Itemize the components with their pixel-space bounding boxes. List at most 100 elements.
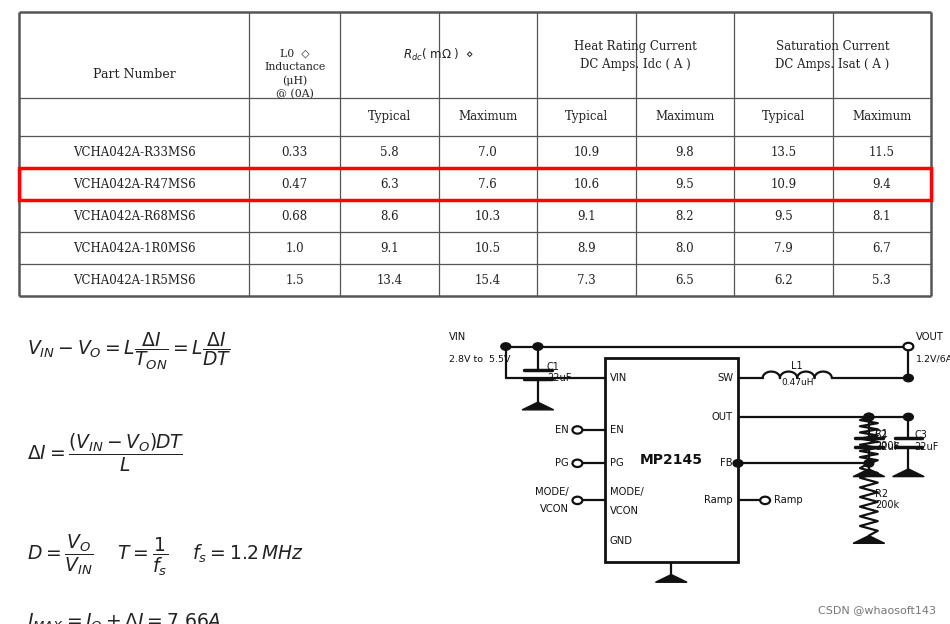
Text: VOUT: VOUT bbox=[916, 332, 943, 342]
Text: C1
22uF: C1 22uF bbox=[547, 362, 571, 383]
Text: 13.5: 13.5 bbox=[770, 145, 796, 158]
Text: C2
22uF: C2 22uF bbox=[875, 431, 899, 452]
Text: Typical: Typical bbox=[564, 110, 608, 124]
Text: EN: EN bbox=[610, 425, 623, 435]
Text: Maximum: Maximum bbox=[458, 110, 518, 124]
Text: 10.5: 10.5 bbox=[475, 241, 501, 255]
Text: 1.0: 1.0 bbox=[285, 241, 304, 255]
Text: 0.47: 0.47 bbox=[281, 178, 308, 190]
Text: 1.2V/6A: 1.2V/6A bbox=[916, 354, 950, 364]
Text: Typical: Typical bbox=[368, 110, 411, 124]
Text: 8.1: 8.1 bbox=[872, 210, 891, 223]
Circle shape bbox=[903, 343, 913, 350]
Text: 0.68: 0.68 bbox=[281, 210, 308, 223]
Text: PG: PG bbox=[555, 458, 568, 469]
Text: 10.9: 10.9 bbox=[573, 145, 599, 158]
Text: MP2145: MP2145 bbox=[639, 452, 703, 467]
Text: 10.3: 10.3 bbox=[475, 210, 501, 223]
Text: OUT: OUT bbox=[712, 412, 733, 422]
Text: 9.5: 9.5 bbox=[774, 210, 792, 223]
Text: L1: L1 bbox=[791, 361, 803, 371]
Text: 6.2: 6.2 bbox=[774, 274, 792, 287]
Text: 6.5: 6.5 bbox=[675, 274, 694, 287]
Text: 9.1: 9.1 bbox=[577, 210, 596, 223]
Circle shape bbox=[573, 497, 582, 504]
Text: Ramp: Ramp bbox=[704, 495, 733, 505]
Text: $\mathit{R}_{dc}$( m$\Omega$ )  $\diamond$: $\mathit{R}_{dc}$( m$\Omega$ ) $\diamond… bbox=[403, 47, 474, 63]
Text: $D = \dfrac{V_O}{V_{IN}}$    $T = \dfrac{1}{f_s}$    $f_s = 1.2\,MHz$: $D = \dfrac{V_O}{V_{IN}}$ $T = \dfrac{1}… bbox=[27, 533, 304, 578]
Text: Heat Rating Current
DC Amps. Idc ( A ): Heat Rating Current DC Amps. Idc ( A ) bbox=[574, 39, 697, 71]
Circle shape bbox=[864, 460, 874, 467]
Circle shape bbox=[573, 460, 582, 467]
Polygon shape bbox=[853, 535, 884, 544]
Text: 9.4: 9.4 bbox=[872, 178, 891, 190]
Text: 5.3: 5.3 bbox=[872, 274, 891, 287]
Text: VCHA042A-R33MS6: VCHA042A-R33MS6 bbox=[73, 145, 196, 158]
Text: 6.3: 6.3 bbox=[380, 178, 399, 190]
Text: $\Delta I = \dfrac{(V_{IN} - V_O)DT}{L}$: $\Delta I = \dfrac{(V_{IN} - V_O)DT}{L}$ bbox=[27, 432, 184, 474]
Text: SW: SW bbox=[717, 373, 733, 383]
Text: FB: FB bbox=[720, 458, 733, 469]
Text: 9.8: 9.8 bbox=[675, 145, 694, 158]
Circle shape bbox=[533, 343, 542, 350]
Text: VIN: VIN bbox=[449, 332, 466, 342]
Text: 7.6: 7.6 bbox=[479, 178, 497, 190]
Text: C3
22uF: C3 22uF bbox=[914, 431, 939, 452]
Text: 9.5: 9.5 bbox=[675, 178, 694, 190]
Text: 7.0: 7.0 bbox=[479, 145, 497, 158]
Text: 9.1: 9.1 bbox=[380, 241, 399, 255]
Text: 1.5: 1.5 bbox=[285, 274, 304, 287]
Bar bbox=[604, 358, 738, 562]
Text: Typical: Typical bbox=[762, 110, 805, 124]
Text: 13.4: 13.4 bbox=[376, 274, 403, 287]
Text: PG: PG bbox=[610, 458, 623, 469]
Text: $V_{IN} - V_O = L\dfrac{\Delta I}{T_{ON}} = L\dfrac{\Delta I}{DT}$: $V_{IN} - V_O = L\dfrac{\Delta I}{T_{ON}… bbox=[27, 331, 231, 372]
Circle shape bbox=[501, 343, 511, 350]
Text: VCHA042A-1R0MS6: VCHA042A-1R0MS6 bbox=[73, 241, 196, 255]
Text: MODE/: MODE/ bbox=[610, 487, 643, 497]
Circle shape bbox=[903, 343, 913, 350]
Circle shape bbox=[903, 374, 913, 382]
Text: 8.2: 8.2 bbox=[675, 210, 694, 223]
Polygon shape bbox=[853, 469, 884, 477]
Circle shape bbox=[864, 413, 874, 421]
Text: 10.9: 10.9 bbox=[770, 178, 796, 190]
Polygon shape bbox=[893, 469, 924, 477]
Circle shape bbox=[760, 497, 770, 504]
Circle shape bbox=[864, 413, 874, 421]
Text: 2.8V to  5.5V: 2.8V to 5.5V bbox=[449, 354, 510, 364]
Text: Ramp: Ramp bbox=[774, 495, 803, 505]
Text: L0  ◇
Inductance
(μH)
@ (0A): L0 ◇ Inductance (μH) @ (0A) bbox=[264, 49, 325, 100]
Text: Part Number: Part Number bbox=[93, 68, 176, 80]
Polygon shape bbox=[522, 402, 554, 410]
Text: 15.4: 15.4 bbox=[475, 274, 501, 287]
Text: $I_{MAX} = I_O + \Delta I = 7.66A$: $I_{MAX} = I_O + \Delta I = 7.66A$ bbox=[27, 612, 221, 624]
Text: R2
200k: R2 200k bbox=[875, 489, 899, 510]
Circle shape bbox=[903, 413, 913, 421]
Circle shape bbox=[573, 426, 582, 434]
Text: Maximum: Maximum bbox=[656, 110, 714, 124]
Text: VCHA042A-1R5MS6: VCHA042A-1R5MS6 bbox=[73, 274, 196, 287]
Circle shape bbox=[733, 460, 743, 467]
Text: GND: GND bbox=[610, 536, 633, 546]
Text: MODE/: MODE/ bbox=[535, 487, 568, 497]
Text: 8.6: 8.6 bbox=[380, 210, 399, 223]
Text: 0.33: 0.33 bbox=[281, 145, 308, 158]
Text: 5.8: 5.8 bbox=[380, 145, 399, 158]
Text: VCHA042A-R47MS6: VCHA042A-R47MS6 bbox=[73, 178, 196, 190]
Text: 8.0: 8.0 bbox=[675, 241, 694, 255]
Text: 8.9: 8.9 bbox=[577, 241, 596, 255]
Text: Saturation Current
DC Amps. Isat ( A ): Saturation Current DC Amps. Isat ( A ) bbox=[775, 39, 889, 71]
Text: 7.9: 7.9 bbox=[774, 241, 792, 255]
Text: EN: EN bbox=[555, 425, 568, 435]
Polygon shape bbox=[656, 575, 687, 582]
Text: 0.47uH: 0.47uH bbox=[781, 378, 813, 387]
Text: 6.7: 6.7 bbox=[872, 241, 891, 255]
Text: 10.6: 10.6 bbox=[573, 178, 599, 190]
Text: VCON: VCON bbox=[610, 506, 638, 516]
Text: CSDN @whaosoft143: CSDN @whaosoft143 bbox=[818, 605, 936, 615]
Text: 11.5: 11.5 bbox=[868, 145, 895, 158]
Text: Maximum: Maximum bbox=[852, 110, 911, 124]
Text: R1
200k: R1 200k bbox=[875, 429, 899, 451]
Text: VCHA042A-R68MS6: VCHA042A-R68MS6 bbox=[73, 210, 196, 223]
